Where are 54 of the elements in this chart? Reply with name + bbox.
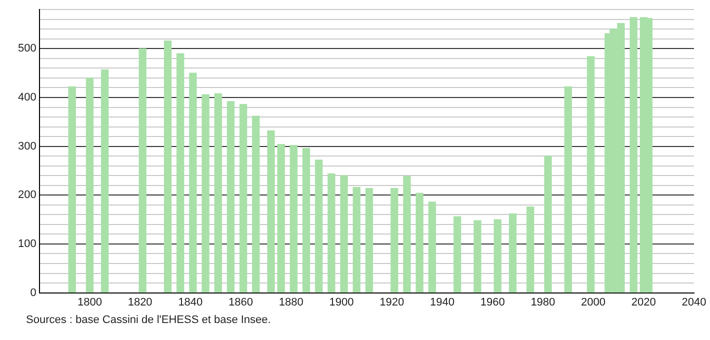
bar bbox=[239, 104, 248, 293]
y-tick-label: 100 bbox=[18, 238, 36, 250]
bar bbox=[267, 130, 275, 293]
bar bbox=[352, 187, 360, 293]
y-tick-label: 500 bbox=[18, 42, 36, 55]
x-tick-label: 2040 bbox=[682, 296, 706, 308]
bar bbox=[202, 94, 210, 293]
y-tick-label: 200 bbox=[18, 189, 36, 202]
bar bbox=[277, 144, 285, 293]
bar bbox=[474, 220, 482, 293]
x-tick-label: 1840 bbox=[178, 296, 203, 308]
bar bbox=[138, 48, 146, 293]
bar bbox=[252, 116, 260, 293]
x-tick-label: 2000 bbox=[581, 296, 606, 308]
x-tick-label: 1960 bbox=[480, 296, 505, 308]
x-tick-label: 1920 bbox=[380, 296, 404, 308]
y-tick-label: 300 bbox=[18, 140, 36, 152]
x-tick-label: 1940 bbox=[430, 296, 454, 308]
bar bbox=[390, 188, 398, 293]
bar bbox=[494, 219, 502, 293]
bar bbox=[189, 72, 197, 293]
bar bbox=[365, 188, 374, 293]
bar bbox=[328, 173, 336, 293]
bar bbox=[68, 86, 76, 293]
x-tick-label: 1800 bbox=[77, 296, 102, 308]
bar bbox=[564, 86, 572, 293]
bar bbox=[176, 53, 184, 293]
x-tick-label: 1820 bbox=[128, 296, 152, 308]
bar bbox=[526, 206, 534, 293]
source-note: Sources : base Cassini de l'EHESS et base Insee. bbox=[26, 314, 272, 326]
x-tick-label: 2020 bbox=[631, 296, 656, 308]
x-tick-label: 1900 bbox=[329, 296, 354, 308]
bar bbox=[586, 56, 595, 293]
bar bbox=[164, 40, 172, 293]
bar bbox=[428, 202, 436, 293]
bar bbox=[544, 156, 552, 293]
x-tick-label: 1860 bbox=[228, 296, 254, 308]
bar bbox=[290, 145, 298, 293]
bar bbox=[226, 101, 235, 293]
bar bbox=[403, 176, 411, 293]
bar bbox=[214, 93, 222, 293]
y-tick-label: 400 bbox=[18, 92, 36, 104]
bar bbox=[416, 192, 424, 293]
bar bbox=[508, 213, 517, 293]
y-tick-label: 0 bbox=[30, 286, 36, 299]
bar bbox=[315, 160, 323, 293]
bar bbox=[340, 175, 348, 293]
bar bbox=[630, 17, 638, 293]
bar bbox=[86, 78, 94, 293]
bar bbox=[302, 148, 310, 293]
bar bbox=[453, 216, 462, 293]
x-tick-label: 1980 bbox=[530, 296, 556, 308]
x-tick-label: 1880 bbox=[278, 296, 304, 308]
bar bbox=[100, 69, 109, 293]
